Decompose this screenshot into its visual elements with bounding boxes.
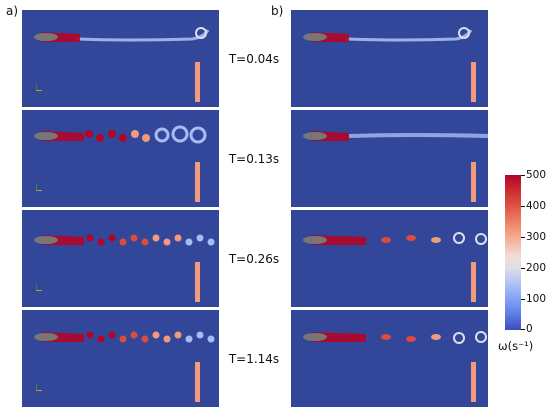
colorbar-tickmark-100 bbox=[521, 299, 525, 300]
panel-b-label: b) bbox=[271, 4, 284, 18]
simulation-b-t3 bbox=[291, 210, 488, 307]
vorticity-colorbar bbox=[505, 175, 521, 330]
colorbar-tickmark-0 bbox=[521, 329, 525, 330]
colorbar-tickmark-300 bbox=[521, 237, 525, 238]
colorbar-tick-0: 0 bbox=[526, 323, 533, 335]
simulation-b-t4 bbox=[291, 310, 488, 407]
colorbar-label: ω(s⁻¹) bbox=[498, 339, 534, 353]
colorbar-tick-500: 500 bbox=[526, 169, 547, 181]
colorbar-tick-200: 200 bbox=[526, 262, 547, 274]
simulation-a-t3 bbox=[22, 210, 219, 307]
simulation-a-t1 bbox=[22, 10, 219, 107]
colorbar-tick-300: 300 bbox=[526, 231, 547, 243]
time-label-4: T=1.14s bbox=[228, 352, 280, 366]
simulation-a-t2 bbox=[22, 110, 219, 207]
colorbar-tick-400: 400 bbox=[526, 200, 547, 212]
time-label-3: T=0.26s bbox=[228, 252, 280, 266]
simulation-b-t2 bbox=[291, 110, 488, 207]
simulation-a-t4 bbox=[22, 310, 219, 407]
simulation-b-t1 bbox=[291, 10, 488, 107]
colorbar-tickmark-500 bbox=[521, 175, 525, 176]
time-label-1: T=0.04s bbox=[228, 52, 280, 66]
colorbar-tickmark-200 bbox=[521, 268, 525, 269]
colorbar-tickmark-400 bbox=[521, 206, 525, 207]
colorbar-tick-100: 100 bbox=[526, 293, 547, 305]
panel-a-label: a) bbox=[6, 4, 19, 18]
time-label-2: T=0.13s bbox=[228, 152, 280, 166]
